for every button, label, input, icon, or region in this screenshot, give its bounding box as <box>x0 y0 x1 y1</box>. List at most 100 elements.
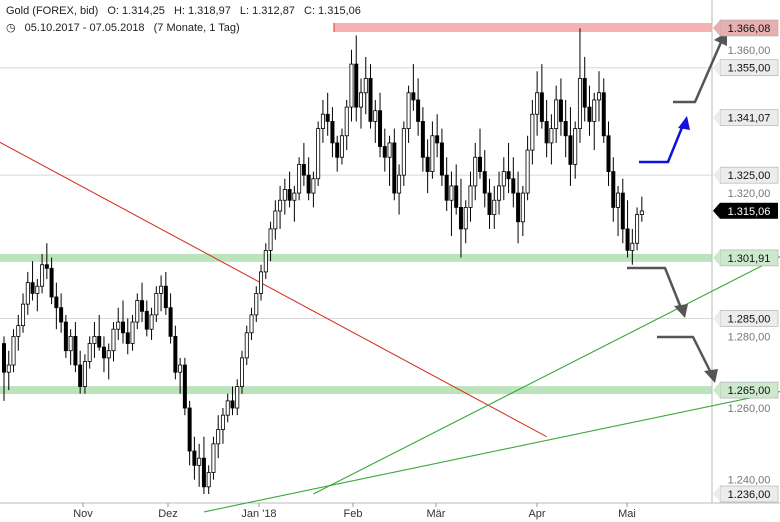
candle-body <box>187 407 192 452</box>
candle-body <box>492 199 497 215</box>
candle-body <box>182 364 187 409</box>
candle-body <box>592 99 597 122</box>
candle-body <box>278 199 283 212</box>
candle-body <box>287 189 292 201</box>
candle-body <box>44 264 49 269</box>
candle-body <box>211 443 216 473</box>
candle-body <box>16 325 21 337</box>
candle-body <box>611 171 616 208</box>
candle-body <box>535 92 540 115</box>
candle-body <box>78 364 83 387</box>
candle-body <box>197 457 202 466</box>
candle-body <box>297 164 302 194</box>
level-label-tip <box>713 20 720 36</box>
candle-body <box>601 92 606 137</box>
chart-header-ohlc: Gold (FOREX, bid) O: 1.314,25 H: 1.318,9… <box>6 5 367 17</box>
level-label-tip <box>713 249 720 266</box>
candle-body <box>206 472 211 488</box>
candle-body <box>420 121 425 158</box>
candle-body <box>435 135 440 144</box>
candle-body <box>21 303 26 327</box>
level-label: 1.285,00 <box>728 313 771 325</box>
candle-body <box>373 110 378 122</box>
candle-body <box>363 78 368 94</box>
candle-body <box>87 343 92 362</box>
candle-body <box>330 121 335 144</box>
candle-body <box>544 121 549 144</box>
candle-body <box>620 192 625 230</box>
candle-body <box>144 310 149 330</box>
candle-body <box>392 142 397 194</box>
level-label: 1.236,00 <box>728 489 771 501</box>
down-arrow-1-head <box>674 304 688 318</box>
candle-body <box>606 135 611 172</box>
candle-body <box>201 457 206 488</box>
level-label: 1.301,91 <box>728 253 771 265</box>
support-band <box>0 386 712 395</box>
candle-body <box>563 121 568 137</box>
candle-body <box>68 335 73 352</box>
candle-body <box>335 142 340 158</box>
candle-body <box>430 135 435 172</box>
candle-body <box>316 128 321 180</box>
candle-body <box>458 207 463 230</box>
candle-body <box>130 321 135 344</box>
candle-body <box>406 92 411 129</box>
candle-body <box>497 185 502 201</box>
level-label: 1.325,00 <box>728 170 771 182</box>
candle-body <box>73 335 78 366</box>
open-value: O: 1.314,25 <box>107 5 165 17</box>
candle-body <box>225 400 230 416</box>
candle-body <box>239 357 244 387</box>
candle-body <box>568 135 573 165</box>
candle-body <box>516 192 521 223</box>
candle-body <box>230 400 235 409</box>
red-downtrend-line <box>0 141 547 438</box>
level-label-tip <box>713 382 720 399</box>
down-arrow-2-head <box>704 369 718 383</box>
clock-icon: ◷ <box>6 22 16 34</box>
candle-body <box>573 128 578 165</box>
chart-header-range: ◷ 05.10.2017 - 07.05.2018 (7 Monate, 1 T… <box>6 21 246 34</box>
x-tick-label: Dez <box>158 508 178 520</box>
candle-body <box>473 156 478 187</box>
candle-body <box>25 282 30 305</box>
close-value: C: 1.315,06 <box>304 5 361 17</box>
y-tick-label: 1.280,00 <box>728 331 771 343</box>
candle-body <box>54 296 59 309</box>
candle-body <box>530 113 535 151</box>
candle-body <box>301 164 306 176</box>
candle-body <box>6 364 11 373</box>
candle-body <box>449 185 454 201</box>
down-arrow-1 <box>627 266 683 309</box>
candle-body <box>178 364 183 373</box>
candle-body <box>116 321 121 330</box>
candle-body <box>306 174 311 194</box>
candle-body <box>11 335 16 366</box>
candle-body <box>244 332 249 359</box>
candle-body <box>220 414 225 430</box>
candle-body <box>216 429 221 445</box>
candle-body <box>354 63 359 108</box>
candle-body <box>378 110 383 147</box>
candle-body <box>282 189 287 201</box>
candle-body <box>344 106 349 137</box>
level-label: 1.355,00 <box>728 63 771 75</box>
y-tick-label: 1.360,00 <box>728 45 771 57</box>
period-label: (7 Monate, 1 Tag) <box>153 22 240 34</box>
candle-body <box>121 321 126 334</box>
candle-body <box>358 92 363 108</box>
symbol-label: Gold (FOREX, bid) <box>6 5 99 17</box>
candle-body <box>339 135 344 158</box>
candle-body <box>168 307 173 337</box>
candle-body <box>268 228 273 251</box>
last-price-label: 1.315,06 <box>728 206 771 218</box>
level-label-tip <box>713 109 720 126</box>
candle-body <box>368 78 373 122</box>
y-tick-label: 1.320,00 <box>728 188 771 200</box>
candle-body <box>59 307 64 323</box>
candle-body <box>163 285 168 309</box>
candle-body <box>525 149 530 194</box>
last-price-box <box>720 202 778 219</box>
candle-body <box>30 282 35 294</box>
